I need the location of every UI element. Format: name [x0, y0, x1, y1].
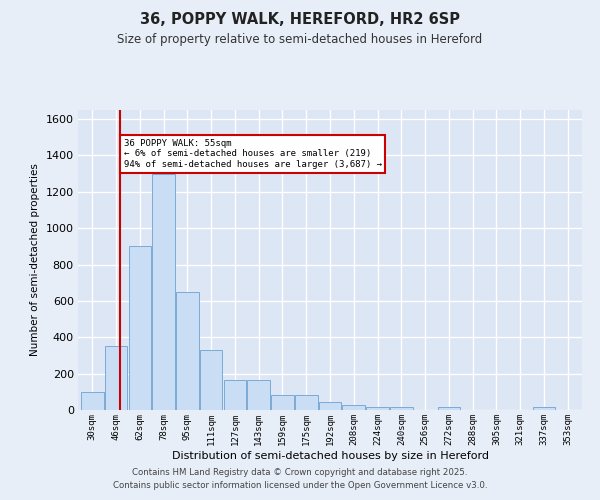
Bar [81, 392, 104, 410]
Bar [343, 406, 365, 410]
Bar [390, 408, 413, 410]
Bar [224, 380, 246, 410]
Bar [295, 396, 317, 410]
Text: 36, POPPY WALK, HEREFORD, HR2 6SP: 36, POPPY WALK, HEREFORD, HR2 6SP [140, 12, 460, 28]
Bar [366, 408, 389, 410]
X-axis label: Distribution of semi-detached houses by size in Hereford: Distribution of semi-detached houses by … [172, 450, 488, 460]
Bar [105, 346, 127, 410]
Bar [533, 408, 555, 410]
Text: Size of property relative to semi-detached houses in Hereford: Size of property relative to semi-detach… [118, 32, 482, 46]
Bar [152, 174, 175, 410]
Text: Contains public sector information licensed under the Open Government Licence v3: Contains public sector information licen… [113, 480, 487, 490]
Text: 36 POPPY WALK: 55sqm
← 6% of semi-detached houses are smaller (219)
94% of semi-: 36 POPPY WALK: 55sqm ← 6% of semi-detach… [124, 139, 382, 169]
Bar [437, 408, 460, 410]
Text: Contains HM Land Registry data © Crown copyright and database right 2025.: Contains HM Land Registry data © Crown c… [132, 468, 468, 477]
Bar [247, 380, 270, 410]
Bar [176, 292, 199, 410]
Y-axis label: Number of semi-detached properties: Number of semi-detached properties [30, 164, 40, 356]
Bar [200, 350, 223, 410]
Bar [271, 396, 294, 410]
Bar [319, 402, 341, 410]
Bar [128, 246, 151, 410]
